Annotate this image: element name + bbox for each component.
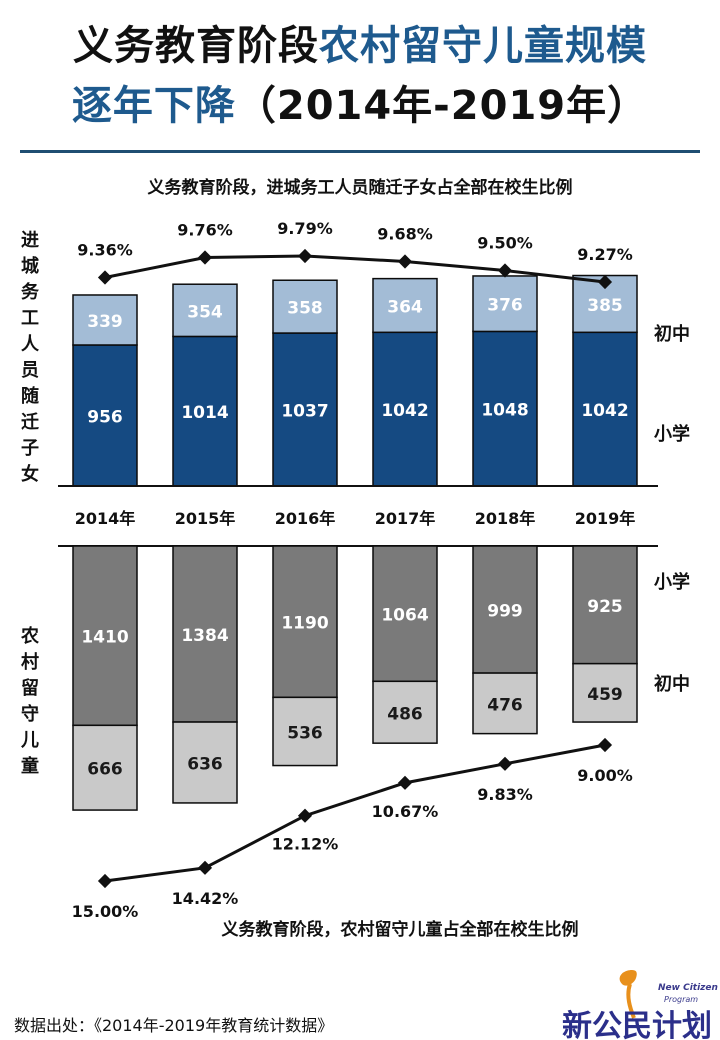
lower-bar-middle [172, 721, 238, 804]
upper-bar-middle [72, 294, 138, 346]
lower-chart-title: 义务教育阶段，农村留守儿童占全部在校生比例 [222, 919, 579, 940]
upper-bar-primary [172, 335, 238, 487]
lower-bar-middle [272, 696, 338, 767]
x-axis-tick-label: 2019年 [575, 509, 636, 528]
lower-bar-middle-label: 486 [387, 704, 423, 724]
upper-bar-middle [372, 277, 438, 334]
new-citizen-program-logo: New Citizen Program 新公民计划 [562, 970, 718, 1040]
lower-bar-middle-label: 636 [187, 754, 223, 774]
upper-ratio-marker [297, 248, 313, 264]
upper-bar-primary-label: 956 [87, 407, 123, 427]
lower-ratio-marker [397, 775, 413, 790]
lower-bar-primary [372, 545, 438, 683]
upper-ratio-marker [97, 270, 113, 285]
lower-bar-primary [272, 545, 338, 699]
page-title-line2: 逐年下降（2014年-2019年） [0, 78, 720, 134]
lower-bar-middle [72, 724, 138, 811]
lower-ratio-marker [497, 756, 513, 771]
upper-bar-middle-label: 385 [587, 296, 623, 316]
upper-bar-primary-label: 1014 [181, 403, 228, 423]
lower-bar-primary-label: 1064 [381, 606, 428, 626]
title-part-dark: 义务教育阶段 [73, 23, 319, 69]
logo-flame-icon [619, 970, 637, 986]
upper-ratio-label: 9.79% [277, 219, 333, 238]
upper-ratio-label: 9.68% [377, 225, 433, 244]
lower-bar-middle [372, 680, 438, 744]
logo-stem-icon [626, 983, 636, 1019]
upper-bar-primary-label: 1042 [381, 401, 428, 421]
title-part-blue-2: 逐年下降 [71, 83, 236, 129]
lower-ratio-line [104, 743, 606, 883]
lower-bar-primary-label: 999 [487, 602, 523, 622]
lower-bar-primary [572, 545, 638, 665]
upper-ratio-label: 9.27% [577, 245, 633, 264]
lower-bar-middle-label: 666 [87, 760, 123, 780]
upper-bar-primary [572, 331, 638, 487]
upper-bar-primary [472, 330, 538, 487]
lower-legend-middle: 初中 [654, 673, 690, 695]
lower-bar-primary-label: 1410 [81, 628, 128, 648]
upper-ratio-label: 9.50% [477, 234, 533, 253]
upper-ratio-label: 9.76% [177, 221, 233, 240]
upper-ratio-marker [397, 254, 413, 269]
lower-bar-primary-label: 925 [587, 597, 623, 617]
x-axis-tick-label: 2016年 [275, 509, 336, 528]
lower-bar-primary-label: 1190 [281, 614, 328, 634]
upper-bar-primary [372, 331, 438, 487]
lower-legend-primary: 小学 [654, 571, 690, 593]
upper-bar-middle [172, 283, 238, 338]
logo-cn-text: 新公民计划 [562, 1009, 712, 1040]
title-part-dark-2: （2014年-2019年） [235, 83, 649, 129]
x-axis-tick-label: 2018年 [475, 509, 536, 528]
upper-ratio-line [104, 254, 606, 284]
lower-bar-middle-label: 459 [587, 685, 623, 705]
upper-ratio-marker [497, 263, 513, 278]
lower-ratio-marker [597, 737, 613, 753]
upper-ratio-label: 9.36% [77, 241, 133, 260]
lower-bar-middle-label: 476 [487, 695, 523, 715]
lower-ratio-marker [197, 860, 213, 875]
upper-ratio-marker [597, 274, 613, 290]
upper-bar-primary-label: 1037 [281, 402, 328, 422]
lower-bar-primary [72, 545, 138, 727]
lower-y-axis-label: 农村留守儿童 [20, 625, 39, 777]
upper-bar-middle [272, 279, 338, 334]
page-title-line1: 义务教育阶段农村留守儿童规模 [0, 18, 720, 74]
x-axis-tick-label: 2014年 [75, 509, 136, 528]
upper-bar-middle-label: 354 [187, 302, 223, 322]
lower-ratio-label: 14.42% [172, 889, 239, 908]
upper-bar-middle-label: 358 [287, 299, 323, 319]
upper-bar-middle-label: 339 [87, 312, 123, 332]
lower-ratio-label: 10.67% [372, 802, 439, 821]
upper-bar-primary-label: 1042 [581, 401, 628, 421]
upper-chart-title: 义务教育阶段，进城务工人员随迁子女占全部在校生比例 [148, 177, 573, 198]
upper-bar-primary-label: 1048 [481, 401, 528, 421]
upper-legend-primary: 小学 [654, 423, 690, 445]
lower-bar-primary-label: 1384 [181, 626, 228, 646]
data-source: 数据出处：《2014年-2019年教育统计数据》 [14, 1016, 334, 1035]
upper-bar-middle-label: 376 [487, 296, 523, 316]
lower-ratio-label: 12.12% [272, 835, 339, 854]
lower-ratio-label: 15.00% [72, 902, 139, 921]
lower-ratio-marker [297, 808, 313, 823]
x-axis-tick-label: 2017年 [375, 509, 436, 528]
upper-y-axis-label: 进城务工人员随迁子女 [21, 230, 40, 485]
x-axis-tick-label: 2015年 [175, 509, 236, 528]
lower-ratio-label: 9.00% [577, 766, 633, 785]
upper-ratio-marker [197, 250, 213, 265]
upper-legend-middle: 初中 [654, 323, 690, 345]
upper-bar-middle [472, 275, 538, 333]
title-divider [20, 150, 700, 153]
logo-en-line2: Program [664, 995, 698, 1004]
upper-bar-middle-label: 364 [387, 297, 423, 317]
lower-ratio-label: 9.83% [477, 785, 533, 804]
lower-bar-middle-label: 536 [287, 723, 323, 743]
lower-ratio-marker [97, 873, 113, 889]
lower-bar-middle [472, 672, 538, 735]
title-part-blue: 农村留守儿童规模 [319, 23, 647, 69]
logo-en-line1: New Citizen [658, 983, 718, 993]
lower-bar-middle [572, 662, 638, 723]
